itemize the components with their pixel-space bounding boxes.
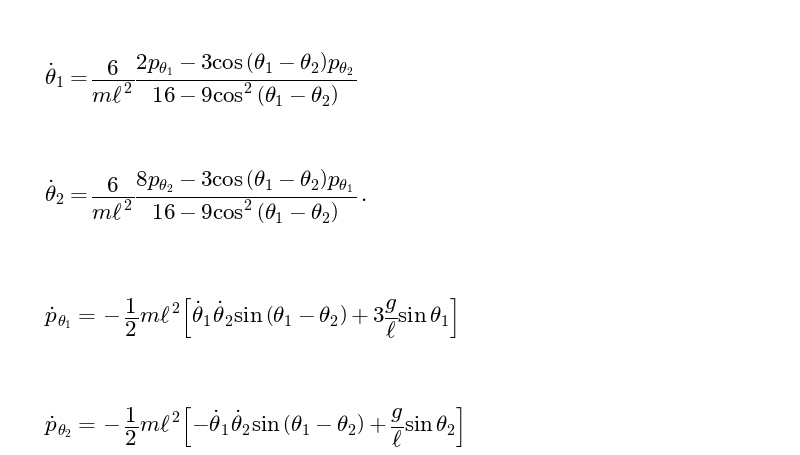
Text: $\dot{\theta}_2 = \dfrac{6}{m\ell^2} \dfrac{8p_{\theta_2} - 3\cos\left(\theta_1 : $\dot{\theta}_2 = \dfrac{6}{m\ell^2} \df… [44, 167, 367, 225]
Text: $\dot{p}_{\theta_2} = -\dfrac{1}{2}m\ell^2 \left[-\dot{\theta}_1 \dot{\theta}_2 : $\dot{p}_{\theta_2} = -\dfrac{1}{2}m\ell… [44, 404, 463, 448]
Text: $\dot{p}_{\theta_1} = -\dfrac{1}{2}m\ell^2 \left[\dot{\theta}_1 \dot{\theta}_2 \: $\dot{p}_{\theta_1} = -\dfrac{1}{2}m\ell… [44, 295, 457, 339]
Text: $\dot{\theta}_1 = \dfrac{6}{m\ell^2} \dfrac{2p_{\theta_1} - 3\cos\left(\theta_1 : $\dot{\theta}_1 = \dfrac{6}{m\ell^2} \df… [44, 51, 357, 109]
